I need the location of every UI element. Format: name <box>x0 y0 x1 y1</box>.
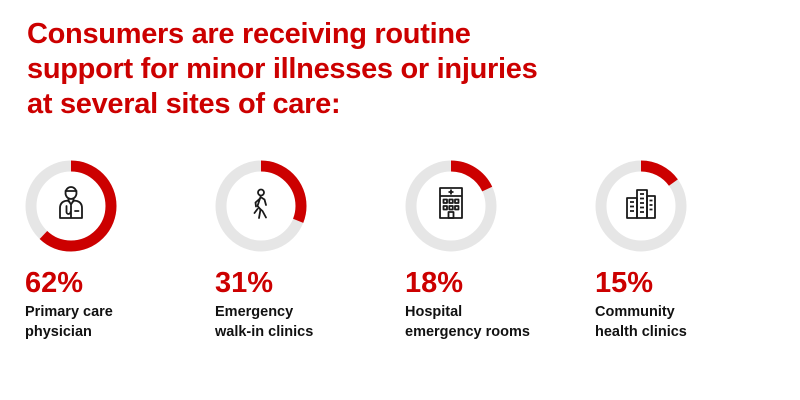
headline: Consumers are receiving routine support … <box>27 17 587 122</box>
donut-value-arc <box>215 160 307 252</box>
donut-value-arc <box>405 160 497 252</box>
donut-chart-community-health <box>595 160 687 252</box>
category-label-line-1: Emergency <box>215 304 294 320</box>
hospital-building-icon <box>439 187 463 219</box>
percentage-value: 62% <box>25 267 84 299</box>
category-label-line-2: walk-in clinics <box>215 324 314 340</box>
clinic-buildings-icon <box>626 189 656 219</box>
donut-value-arc <box>595 160 687 252</box>
category-label-line-2: health clinics <box>595 324 687 340</box>
headline-line-3: at several sites of care: <box>27 88 341 120</box>
category-label-line-1: Community <box>595 304 675 320</box>
headline-line-2: support for minor illnesses or injuries <box>27 53 538 85</box>
donut-chart-primary-care <box>25 160 117 252</box>
category-label: Hospital emergency rooms <box>405 302 575 342</box>
donut-value-arc <box>25 160 117 252</box>
category-label-line-2: emergency rooms <box>405 324 530 340</box>
category-label-line-2: physician <box>25 324 92 340</box>
category-label-line-1: Hospital <box>405 304 463 320</box>
walking-person-icon <box>253 188 267 219</box>
category-label: Emergency walk-in clinics <box>215 302 385 342</box>
donut-chart-hospital-er <box>405 160 497 252</box>
percentage-value: 31% <box>215 267 274 299</box>
donut-chart-emergency-walk-in <box>215 160 307 252</box>
headline-line-1: Consumers are receiving routine <box>27 18 471 50</box>
category-label: Primary care physician <box>25 302 195 342</box>
category-label-line-1: Primary care <box>25 304 113 320</box>
percentage-value: 18% <box>405 267 464 299</box>
doctor-icon <box>59 186 83 219</box>
category-label: Community health clinics <box>595 302 765 342</box>
percentage-value: 15% <box>595 267 654 299</box>
